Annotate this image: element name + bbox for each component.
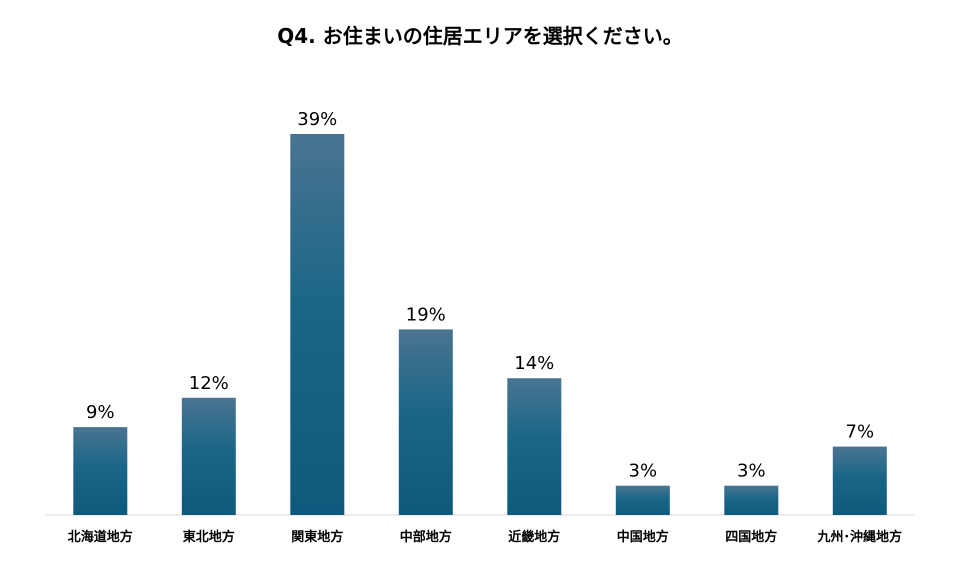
chart-title: Q4. お住まいの住居エリアを選択ください。 bbox=[277, 24, 683, 48]
bar-4 bbox=[398, 329, 453, 515]
data-label-3: 39% bbox=[297, 109, 337, 130]
data-label-7: 3% bbox=[737, 461, 766, 482]
category-label-7: 四国地方 bbox=[725, 529, 777, 545]
bar-8 bbox=[832, 446, 887, 515]
category-label-4: 中部地方 bbox=[400, 529, 452, 545]
category-label-5: 近畿地方 bbox=[508, 529, 560, 545]
bar-7 bbox=[724, 485, 779, 515]
bar-2 bbox=[181, 397, 236, 515]
category-label-3: 関東地方 bbox=[291, 529, 343, 545]
bar-5 bbox=[507, 378, 562, 515]
data-label-1: 9% bbox=[86, 402, 115, 423]
category-label-6: 中国地方 bbox=[617, 529, 669, 545]
data-label-4: 19% bbox=[406, 304, 446, 325]
category-label-1: 北海道地方 bbox=[68, 529, 133, 545]
bar-3 bbox=[290, 134, 345, 515]
category-label-8: 九州･沖縄地方 bbox=[817, 529, 903, 545]
data-label-6: 3% bbox=[629, 461, 658, 482]
bar-6 bbox=[615, 485, 670, 515]
data-label-5: 14% bbox=[514, 353, 554, 374]
data-label-8: 7% bbox=[846, 422, 875, 443]
category-label-2: 東北地方 bbox=[183, 529, 235, 545]
data-label-2: 12% bbox=[189, 373, 229, 394]
bar-1 bbox=[73, 427, 128, 515]
